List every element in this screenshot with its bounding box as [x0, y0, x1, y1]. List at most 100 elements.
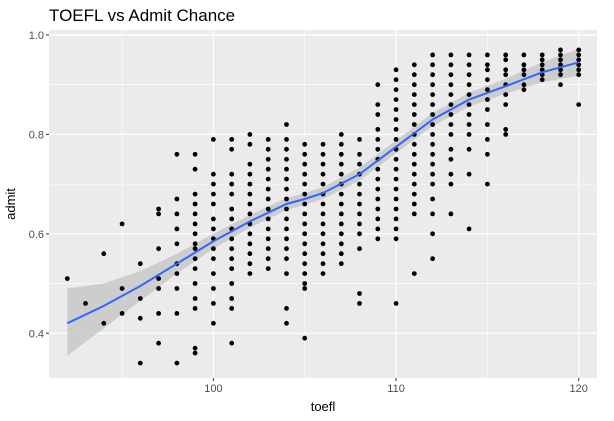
data-point: [576, 67, 582, 73]
data-point: [558, 57, 563, 63]
data-point: [430, 112, 435, 117]
data-point: [192, 201, 198, 207]
data-point: [411, 271, 417, 276]
data-point: [430, 62, 435, 68]
data-point: [320, 231, 326, 237]
data-point: [357, 201, 362, 207]
data-point: [320, 261, 326, 267]
data-point: [338, 201, 344, 207]
y-tick-label: 0.6: [29, 229, 44, 241]
y-tick-label: 0.4: [29, 328, 44, 340]
data-point: [302, 231, 308, 237]
data-point: [485, 77, 490, 83]
data-point: [430, 52, 435, 58]
data-point: [247, 271, 253, 276]
data-point: [265, 176, 271, 182]
data-point: [393, 196, 399, 202]
data-point: [466, 72, 472, 78]
data-point: [357, 161, 362, 167]
data-point: [119, 311, 125, 316]
data-point: [338, 251, 344, 257]
data-point: [558, 82, 563, 88]
data-point: [539, 52, 545, 58]
data-point: [466, 146, 472, 152]
data-point: [338, 141, 344, 147]
data-point: [411, 102, 417, 107]
data-point: [466, 112, 472, 117]
data-point: [265, 246, 271, 252]
data-point: [156, 340, 162, 346]
data-point: [466, 171, 472, 177]
data-point: [64, 276, 70, 281]
data-point: [265, 236, 271, 242]
data-point: [211, 301, 216, 306]
data-point: [375, 196, 381, 202]
data-point: [247, 132, 253, 137]
data-point: [357, 191, 362, 197]
data-point: [393, 226, 399, 232]
data-point: [302, 286, 308, 291]
data-point: [211, 137, 216, 142]
data-point: [211, 256, 216, 262]
data-point: [338, 161, 344, 167]
data-point: [448, 211, 454, 217]
data-point: [192, 296, 198, 301]
data-point: [338, 191, 344, 197]
data-point: [576, 52, 582, 58]
data-point: [247, 181, 253, 187]
data-point: [302, 261, 308, 267]
data-point: [375, 176, 381, 182]
data-point: [558, 47, 563, 53]
data-point: [503, 126, 509, 132]
data-point: [137, 261, 143, 267]
data-point: [430, 72, 435, 78]
data-point: [174, 311, 180, 316]
data-point: [485, 52, 490, 58]
data-point: [466, 226, 472, 232]
data-point: [229, 246, 235, 252]
data-point: [192, 256, 198, 262]
data-point: [485, 151, 490, 157]
data-point: [247, 251, 253, 257]
data-point: [430, 181, 435, 187]
data-point: [284, 226, 289, 232]
data-point: [320, 171, 326, 177]
x-tick-label: 100: [204, 383, 222, 395]
data-point: [302, 191, 308, 197]
data-point: [375, 166, 381, 172]
data-point: [448, 171, 454, 177]
data-point: [229, 236, 235, 242]
data-point: [229, 216, 235, 222]
data-point: [576, 47, 582, 53]
data-point: [247, 241, 253, 247]
x-tick-label: 110: [387, 383, 405, 395]
data-point: [156, 246, 162, 252]
data-point: [302, 201, 308, 207]
data-point: [338, 221, 344, 227]
data-point: [211, 216, 216, 222]
data-point: [411, 141, 417, 147]
data-point: [448, 156, 454, 162]
data-point: [192, 151, 198, 157]
data-point: [192, 246, 198, 252]
data-point: [265, 166, 271, 172]
data-point: [357, 181, 362, 187]
data-point: [265, 226, 271, 232]
data-point: [302, 151, 308, 157]
data-point: [411, 82, 417, 88]
data-point: [430, 132, 435, 137]
data-point: [192, 231, 198, 237]
data-point: [466, 62, 472, 68]
data-point: [174, 196, 180, 202]
data-point: [375, 112, 381, 117]
data-point: [448, 62, 454, 68]
data-point: [320, 241, 326, 247]
data-point: [284, 320, 289, 326]
data-point: [192, 241, 198, 247]
data-point: [411, 92, 417, 97]
data-point: [284, 271, 289, 276]
data-point: [357, 211, 362, 217]
data-point: [265, 196, 271, 202]
data-point: [539, 77, 545, 83]
data-point: [430, 256, 435, 262]
